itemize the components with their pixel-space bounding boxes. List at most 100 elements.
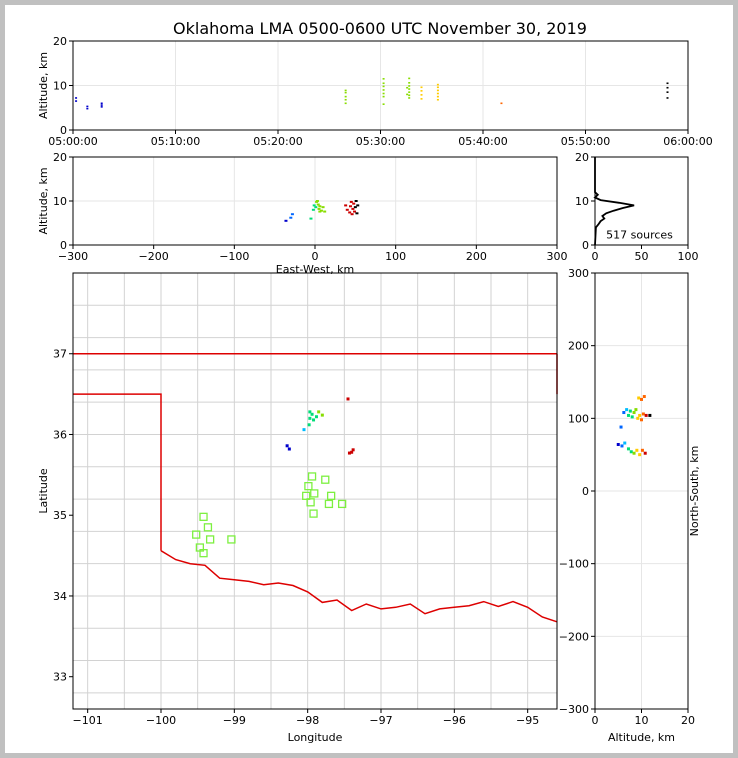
- map-panel-tick-label-x: −101: [73, 714, 103, 727]
- ns-source-point: [643, 451, 647, 455]
- ns-source-point: [635, 448, 639, 452]
- map-frame: [72, 272, 558, 710]
- lma-station-marker: [324, 499, 334, 509]
- lma-station-marker: [309, 509, 318, 518]
- map-source-point: [302, 428, 306, 432]
- ew-source-point: [351, 207, 355, 210]
- map-source-point: [317, 410, 321, 414]
- time-source-point: [666, 82, 669, 85]
- ns-panel-tick-label-x: 0: [592, 714, 599, 727]
- time-source-point: [666, 97, 669, 99]
- ns-panel-ylabel: North-South, km: [688, 446, 701, 537]
- county-lines-layer: [73, 273, 557, 709]
- ns-source-point: [638, 413, 642, 417]
- lma-station-marker: [304, 482, 313, 491]
- time-source-point: [666, 86, 669, 89]
- ew-source-point: [315, 200, 319, 202]
- ew-panel-tick-label-y: 0: [60, 239, 67, 252]
- hist-panel-tick-label-y: 10: [575, 195, 589, 208]
- ew-source-point: [356, 204, 360, 207]
- hist-panel-tick-label-y: 0: [582, 239, 589, 252]
- lma-station-marker: [205, 535, 215, 544]
- ns-source-point: [626, 447, 630, 451]
- ew-source-point: [353, 206, 357, 209]
- time-source-point: [86, 105, 89, 108]
- ns-panel-tick-label-y: −100: [559, 558, 589, 571]
- ns-source-point: [636, 416, 640, 420]
- ns-source-point: [644, 413, 648, 417]
- lma-station-marker: [337, 499, 347, 509]
- time-source-point: [100, 106, 103, 108]
- lma-station-marker: [302, 491, 311, 500]
- ns-source-point: [626, 413, 630, 417]
- ew-source-point: [323, 210, 327, 213]
- map-panel-tick-label-y: 37: [53, 348, 67, 361]
- map-source-point: [307, 423, 311, 427]
- time-panel-tick-label-x: 05:40:00: [458, 135, 507, 148]
- time-source-point: [344, 89, 347, 92]
- time-source-point: [408, 77, 411, 80]
- hist-panel-tick-label-x: 100: [678, 250, 699, 263]
- time-source-point: [382, 92, 385, 95]
- lma-station-marker: [307, 472, 317, 481]
- ns-source-point: [637, 396, 641, 400]
- lma-station-marker: [227, 535, 236, 544]
- time-source-point: [382, 82, 385, 85]
- ns-source-point: [640, 418, 643, 422]
- lma-station-marker: [310, 489, 319, 498]
- ew-panel-tick-label-x: −200: [139, 250, 169, 263]
- altitude-histogram-frame: [594, 156, 689, 246]
- time-source-point: [436, 83, 439, 86]
- map-source-point: [351, 448, 355, 452]
- ew-panel-tick-label-x: 100: [385, 250, 406, 263]
- time-source-point: [100, 104, 103, 106]
- source-count-annotation: 517 sources: [606, 228, 673, 241]
- map-source-point: [310, 412, 314, 416]
- ew-altitude-frame: [72, 156, 558, 246]
- ns-source-point: [616, 442, 620, 446]
- time-source-point: [408, 91, 411, 93]
- hist-panel-tick-label-x: 50: [635, 250, 649, 263]
- map-panel-tick-label-x: −97: [369, 714, 392, 727]
- ew-panel-xlabel: East-West, km: [276, 263, 354, 276]
- ew-source-point: [316, 203, 320, 206]
- oklahoma-border-south: [73, 393, 558, 623]
- ew-panel-tick-label-x: −300: [58, 250, 88, 263]
- time-source-point: [436, 95, 439, 98]
- lma-station-marker: [326, 491, 336, 500]
- map-panel-tick-label-x: −100: [146, 714, 176, 727]
- time-source-point: [436, 98, 439, 101]
- time-panel-ylabel: Altitude, km: [37, 52, 50, 119]
- ew-source-point: [348, 205, 352, 208]
- lma-station-marker: [199, 512, 208, 521]
- ew-source-point: [314, 206, 318, 209]
- map-source-point: [350, 450, 354, 454]
- ns-panel-tick-label-y: 0: [582, 485, 589, 498]
- time-panel-tick-label-x: 05:20:00: [253, 135, 302, 148]
- time-source-point: [100, 102, 103, 105]
- map-source-point: [347, 451, 351, 455]
- ns-panel-tick-label-y: −300: [559, 703, 589, 716]
- time-source-point: [420, 98, 423, 100]
- ns-source-point: [634, 408, 638, 412]
- altitude-histogram-line: [593, 157, 635, 246]
- ew-source-point: [321, 206, 325, 209]
- time-source-point: [382, 103, 385, 105]
- ns-panel-tick-label-x: 10: [635, 714, 649, 727]
- ew-panel-ylabel: Altitude, km: [37, 167, 50, 234]
- ew-source-point: [289, 216, 293, 219]
- ew-source-point: [290, 213, 294, 216]
- time-panel-tick-label-x: 05:00:00: [48, 135, 97, 148]
- time-source-point: [436, 89, 439, 92]
- map-panel-tick-label-x: −95: [516, 714, 539, 727]
- time-panel-tick-label-y: 0: [60, 124, 67, 137]
- figure-title: Oklahoma LMA 0500-0600 UTC November 30, …: [173, 19, 587, 38]
- map-ylabel: Latitude: [37, 468, 50, 514]
- time-source-point: [75, 97, 78, 99]
- ew-source-point: [312, 204, 316, 207]
- ew-panel-tick-label-x: 0: [312, 250, 319, 263]
- hist-panel-tick-label-x: 0: [592, 250, 599, 263]
- time-source-point: [382, 85, 385, 88]
- ew-panel-tick-label-y: 20: [53, 151, 67, 164]
